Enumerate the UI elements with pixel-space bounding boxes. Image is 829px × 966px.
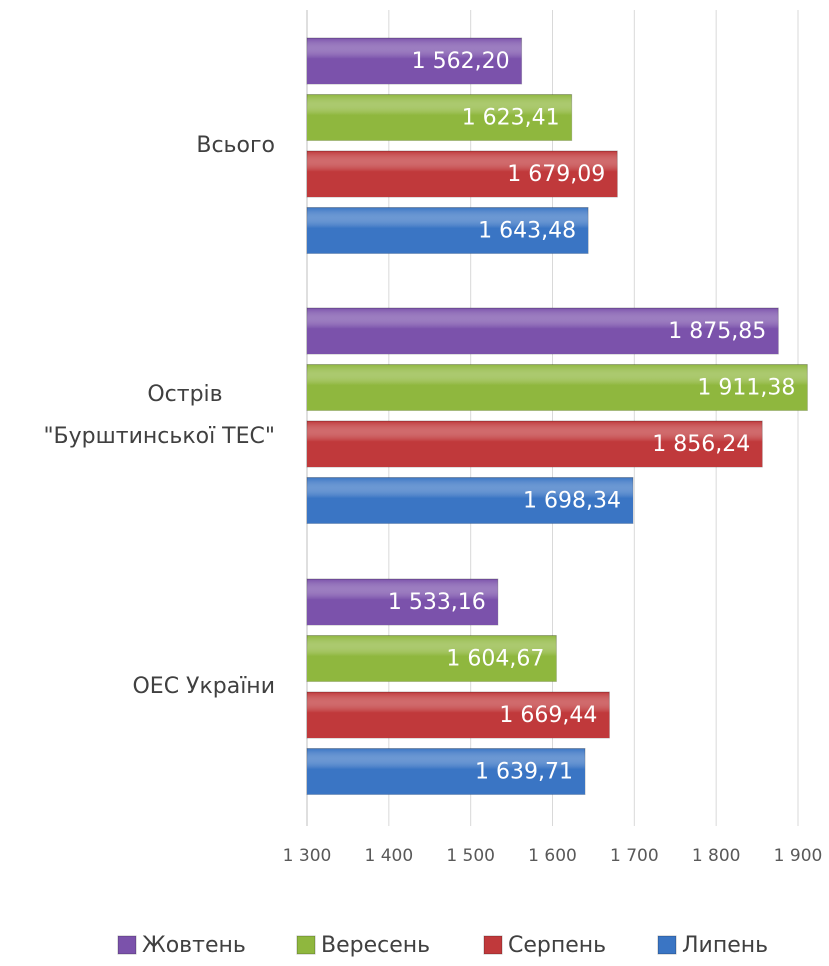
x-tick-label: 1 500 xyxy=(446,846,495,866)
value-label: 1 875,85 xyxy=(668,319,766,344)
category-label: Всього xyxy=(196,133,275,158)
legend-swatch xyxy=(483,935,503,955)
value-label: 1 604,67 xyxy=(446,647,544,672)
legend-swatch xyxy=(296,935,316,955)
bar-shine xyxy=(307,364,808,411)
value-label: 1 533,16 xyxy=(388,590,486,615)
value-label: 1 911,38 xyxy=(697,376,795,401)
bar-shine xyxy=(307,579,498,625)
x-tick-label: 1 600 xyxy=(528,846,577,866)
bar-shine xyxy=(307,207,589,254)
bar-shine xyxy=(307,38,522,84)
legend-label: Жовтень xyxy=(142,933,246,958)
value-label: 1 643,48 xyxy=(478,219,576,244)
category-label: ОЕС України xyxy=(132,674,275,699)
legend-label: Серпень xyxy=(508,933,606,958)
bar-shine xyxy=(307,477,633,524)
value-label: 1 669,44 xyxy=(499,703,597,728)
bar-shine xyxy=(307,94,572,141)
bar-shine xyxy=(307,748,585,795)
value-label: 1 679,09 xyxy=(507,162,605,187)
value-label: 1 562,20 xyxy=(412,49,510,74)
bar-shine xyxy=(307,421,763,467)
x-tick-label: 1 400 xyxy=(364,846,413,866)
x-tick-label: 1 900 xyxy=(774,846,823,866)
value-label: 1 623,41 xyxy=(462,106,560,131)
legend-swatch xyxy=(657,935,677,955)
x-tick-label: 1 800 xyxy=(692,846,741,866)
bar-shine xyxy=(307,692,610,738)
value-label: 1 639,71 xyxy=(475,760,573,785)
bar-shine xyxy=(307,151,618,197)
legend-label: Липень xyxy=(682,933,768,958)
x-tick-label: 1 700 xyxy=(610,846,659,866)
bar-shine xyxy=(307,635,557,682)
value-label: 1 856,24 xyxy=(652,432,750,457)
legend-label: Вересень xyxy=(321,933,430,958)
x-tick-label: 1 300 xyxy=(283,846,332,866)
value-label: 1 698,34 xyxy=(523,489,621,514)
legend-swatch xyxy=(117,935,137,955)
category-label: Острів "Бурштинської ТЕС" xyxy=(43,382,275,449)
bar-shine xyxy=(307,308,779,354)
